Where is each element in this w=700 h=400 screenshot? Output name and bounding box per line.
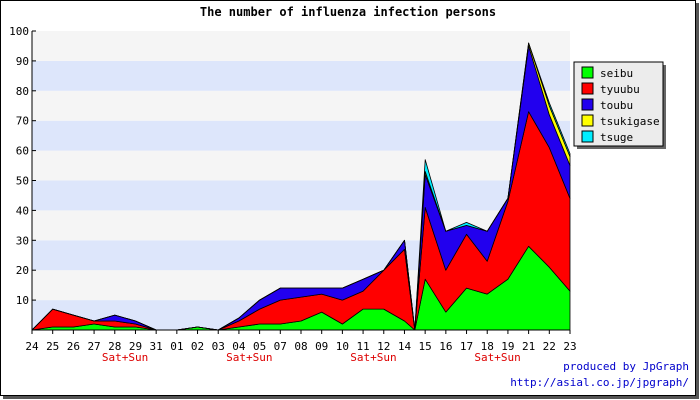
y-tick-label: 80 xyxy=(16,85,29,98)
legend-label-tsuge: tsuge xyxy=(600,131,633,144)
x-tick-label: 31 xyxy=(150,340,163,353)
grid-band xyxy=(32,60,570,91)
legend-swatch-tsuge xyxy=(581,130,594,143)
x-tick-label: 19 xyxy=(501,340,514,353)
x-tick-label: 05 xyxy=(253,340,266,353)
x-tick-label: 07 xyxy=(274,340,287,353)
grid-band xyxy=(32,150,570,181)
x-tick-label: 11 xyxy=(356,340,369,353)
x-tick-label: 22 xyxy=(543,340,556,353)
legend: seibu tyuubu toubu tsukigase tsuge xyxy=(573,61,666,149)
y-tick-label: 40 xyxy=(16,204,29,217)
y-tick-label: 20 xyxy=(16,264,29,277)
weekend-label: Sat+Sun xyxy=(474,351,520,364)
area-tsuge xyxy=(31,42,571,331)
x-tick-label: 21 xyxy=(522,340,535,353)
legend-swatch-toubu xyxy=(581,98,594,111)
grid-band xyxy=(32,31,570,61)
weekend-label: Sat+Sun xyxy=(350,351,396,364)
legend-label-tyuubu: tyuubu xyxy=(600,83,640,96)
legend-label-tsukigase: tsukigase xyxy=(600,115,660,128)
x-tick-label: 18 xyxy=(481,340,494,353)
x-tick-label: 01 xyxy=(170,340,183,353)
x-tick-label: 14 xyxy=(398,340,412,353)
x-tick-label: 29 xyxy=(129,340,142,353)
x-tick-label: 10 xyxy=(336,340,349,353)
y-tick-label: 90 xyxy=(16,55,29,68)
y-tick-label: 60 xyxy=(16,145,29,158)
x-tick-label: 02 xyxy=(191,340,204,353)
x-tick-label: 23 xyxy=(563,340,576,353)
x-tick-label: 04 xyxy=(232,340,246,353)
credit-line-2: http://asial.co.jp/jpgraph/ xyxy=(510,376,689,389)
grid-band xyxy=(32,180,570,211)
grid-band xyxy=(32,120,570,151)
legend-swatch-tyuubu xyxy=(581,82,594,95)
x-tick-label: 15 xyxy=(419,340,432,353)
chart-title: The number of influenza infection person… xyxy=(199,5,497,19)
x-tick-label: 25 xyxy=(46,340,59,353)
axes: 10 20 30 40 50 60 70 80 90 100 24 25 26 27 28 29 31 01 02 0… xyxy=(9,25,577,364)
x-tick-label: 17 xyxy=(460,340,473,353)
weekend-label: Sat+Sun xyxy=(102,351,148,364)
legend-label-toubu: toubu xyxy=(600,99,633,112)
legend-swatch-tsukigase xyxy=(581,114,594,127)
x-tick-label: 26 xyxy=(67,340,80,353)
weekend-label: Sat+Sun xyxy=(226,351,272,364)
credit-line-1: produced by JpGraph xyxy=(563,360,689,373)
y-tick-label: 10 xyxy=(16,294,29,307)
x-tick-label: 09 xyxy=(315,340,328,353)
y-tick-label: 70 xyxy=(16,115,29,128)
x-tick-label: 16 xyxy=(439,340,452,353)
x-tick-label: 24 xyxy=(25,340,39,353)
legend-label-seibu: seibu xyxy=(600,67,633,80)
x-tick-label: 08 xyxy=(294,340,307,353)
y-tick-label: 100 xyxy=(9,25,29,38)
y-tick-label: 30 xyxy=(16,234,29,247)
legend-swatch-seibu xyxy=(581,66,594,79)
grid-band xyxy=(32,90,570,121)
x-tick-label: 03 xyxy=(212,340,225,353)
x-tick-label: 28 xyxy=(108,340,121,353)
x-tick-label: 27 xyxy=(87,340,100,353)
y-tick-label: 50 xyxy=(16,175,29,188)
x-tick-label: 12 xyxy=(377,340,390,353)
